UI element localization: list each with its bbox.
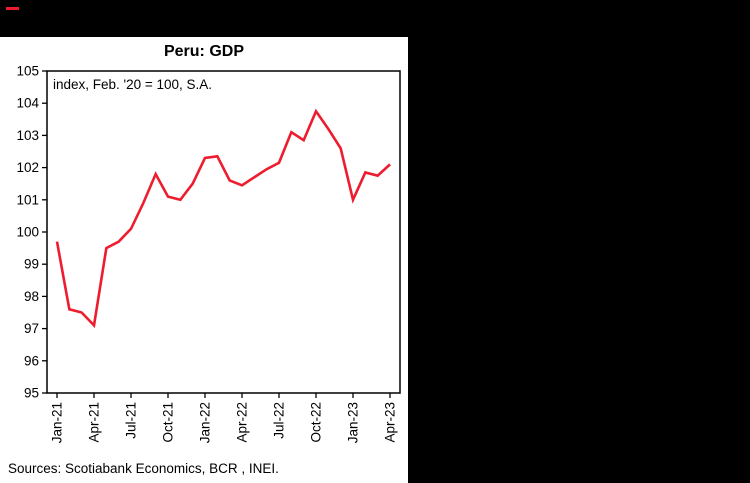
svg-text:95: 95 bbox=[24, 386, 39, 401]
chart-title: Peru: GDP bbox=[163, 43, 244, 60]
svg-text:Jan-21: Jan-21 bbox=[50, 402, 65, 443]
svg-text:Apr-23: Apr-23 bbox=[383, 402, 398, 443]
svg-text:Oct-21: Oct-21 bbox=[161, 402, 176, 443]
svg-text:96: 96 bbox=[24, 353, 39, 368]
svg-text:Jul-21: Jul-21 bbox=[124, 402, 139, 439]
svg-text:103: 103 bbox=[16, 128, 39, 143]
svg-text:98: 98 bbox=[24, 289, 39, 304]
svg-text:Apr-21: Apr-21 bbox=[87, 402, 102, 443]
top-left-red-dash bbox=[6, 7, 19, 10]
svg-text:Jan-22: Jan-22 bbox=[198, 402, 213, 443]
svg-text:102: 102 bbox=[16, 160, 39, 175]
plot-svg: 95 96 97 98 99 100 101 102 103 104 105 Jan-21 Apr-21… bbox=[16, 64, 401, 443]
svg-text:99: 99 bbox=[24, 257, 39, 272]
svg-text:Apr-22: Apr-22 bbox=[235, 402, 250, 443]
svg-text:104: 104 bbox=[16, 96, 39, 111]
svg-text:101: 101 bbox=[16, 192, 39, 207]
svg-text:97: 97 bbox=[24, 321, 39, 336]
svg-text:Oct-22: Oct-22 bbox=[309, 402, 324, 443]
chart-source: Sources: Scotiabank Economics, BCR , INE… bbox=[8, 461, 279, 476]
svg-text:Jul-22: Jul-22 bbox=[272, 402, 287, 439]
svg-text:100: 100 bbox=[16, 225, 39, 240]
svg-text:105: 105 bbox=[16, 64, 39, 79]
svg-text:Jan-23: Jan-23 bbox=[346, 402, 361, 443]
chart-panel: Peru: GDP index, Feb. '20 = 100, S.A. 95… bbox=[0, 37, 408, 483]
chart-subtitle: index, Feb. '20 = 100, S.A. bbox=[53, 77, 213, 92]
